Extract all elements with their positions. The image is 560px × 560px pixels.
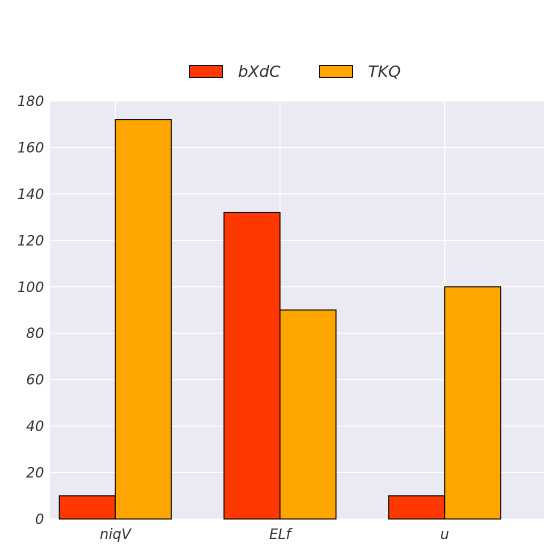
- legend-item-series-2: TKQ: [319, 62, 401, 81]
- bar-bXdC-niqV: [58, 495, 116, 520]
- legend: bXdC TKQ: [0, 62, 560, 88]
- x-tick-label: niqV: [100, 527, 133, 543]
- bar-TKQ-u: [444, 286, 502, 520]
- x-axis-ticks: niqV ELf u: [100, 527, 450, 543]
- x-tick-label: u: [440, 527, 449, 543]
- y-tick-label: 100: [17, 280, 44, 296]
- y-tick-label: 60: [26, 373, 44, 389]
- y-tick-label: 160: [17, 140, 44, 156]
- legend-label-series-2: TKQ: [368, 62, 401, 81]
- x-tick-label: ELf: [269, 527, 293, 543]
- legend-swatch-series-1: [189, 65, 223, 78]
- bars: [58, 119, 502, 520]
- y-tick-label: 80: [26, 326, 44, 342]
- legend-label-series-1: bXdC: [238, 62, 281, 81]
- y-tick-label: 180: [17, 94, 44, 110]
- y-tick-label: 20: [26, 466, 44, 482]
- y-tick-label: 120: [17, 233, 44, 249]
- y-tick-label: 40: [26, 419, 44, 435]
- legend-swatch-series-2: [319, 65, 353, 78]
- y-tick-label: 140: [17, 187, 44, 203]
- y-tick-label: 0: [35, 512, 44, 528]
- legend-item-series-1: bXdC: [189, 62, 280, 81]
- bar-TKQ-niqV: [114, 119, 172, 520]
- bar-TKQ-ELf: [279, 309, 337, 520]
- bar-bXdC-u: [388, 495, 446, 520]
- bar-bXdC-ELf: [223, 211, 281, 520]
- y-axis-ticks: 0 20 40 60 80 100 120 140 160 180: [17, 94, 44, 528]
